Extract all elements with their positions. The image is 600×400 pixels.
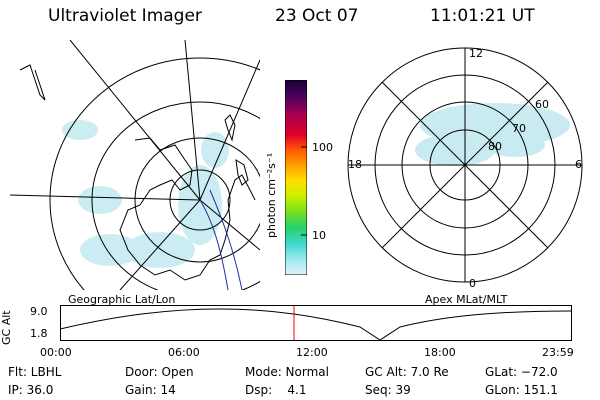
altitude-plot <box>60 305 572 341</box>
mlat-label-60: 60 <box>535 98 549 111</box>
altitude-ylabel: GC Alt <box>0 310 13 345</box>
mlt-label-12: 12 <box>469 47 483 60</box>
status-seq: Seq: 39 <box>365 383 411 397</box>
colorbar-tick-10: 10 <box>312 229 326 242</box>
status-dsp: Dsp: 4.1 <box>245 383 307 397</box>
mlt-line-diagonal <box>381 81 549 249</box>
mlat-label-80: 80 <box>488 140 502 153</box>
meridian-line <box>199 59 260 201</box>
time-tick-2359: 23:59 <box>542 346 574 359</box>
polar-map-label: Apex MLat/MLT <box>425 293 508 306</box>
meridian-line <box>119 199 201 290</box>
altitude-ytick-1.8: 1.8 <box>30 327 48 340</box>
instrument-title: Ultraviolet Imager <box>48 6 202 26</box>
meridian-line <box>199 199 260 251</box>
polar-map <box>347 47 583 283</box>
aurora-emission-polar <box>415 103 570 166</box>
status-gain: Gain: 14 <box>125 383 176 397</box>
satellite-track <box>199 199 229 290</box>
status-mode: Mode: Normal <box>245 365 329 379</box>
altitude-curve <box>60 308 572 341</box>
latitude-circle <box>169 169 231 231</box>
colorbar <box>285 80 307 275</box>
status-ip: IP: 36.0 <box>8 383 54 397</box>
status-filter: Flt: LBHL <box>8 365 62 379</box>
latitude-circle <box>49 57 260 290</box>
status-gc-alt: GC Alt: 7.0 Re <box>365 365 449 379</box>
observation-time: 11:01:21 UT <box>430 6 535 26</box>
mlt-label-6: 6 <box>575 158 582 171</box>
satellite-track <box>209 189 243 290</box>
geographic-map <box>10 40 260 290</box>
altitude-ytick-9: 9.0 <box>30 305 48 318</box>
colorbar-tick-100: 100 <box>312 141 333 154</box>
meridian-line <box>10 194 201 201</box>
mlt-label-18: 18 <box>348 158 362 171</box>
time-tick-1200: 12:00 <box>296 346 328 359</box>
meridian-line <box>184 40 201 201</box>
observation-date: 23 Oct 07 <box>275 6 359 26</box>
mlat-label-70: 70 <box>512 122 526 135</box>
status-glat: GLat: −72.0 <box>485 365 558 379</box>
time-tick-0000: 00:00 <box>40 346 72 359</box>
coastline <box>235 159 249 186</box>
coastline <box>19 64 46 101</box>
time-tick-0600: 06:00 <box>168 346 200 359</box>
aurora-emission-geo <box>62 120 229 268</box>
time-tick-1800: 18:00 <box>424 346 456 359</box>
latitude-circle <box>91 101 260 290</box>
mlt-label-0: 0 <box>469 277 476 290</box>
colorbar-unit-label: photon cm⁻²s⁻¹ <box>265 152 278 238</box>
status-door: Door: Open <box>125 365 194 379</box>
meridian-line <box>69 40 201 201</box>
status-glon: GLon: 151.1 <box>485 383 558 397</box>
geo-map-label: Geographic Lat/Lon <box>68 293 176 306</box>
latitude-circle <box>134 137 260 263</box>
coastline <box>119 137 256 281</box>
coastline <box>224 114 236 142</box>
